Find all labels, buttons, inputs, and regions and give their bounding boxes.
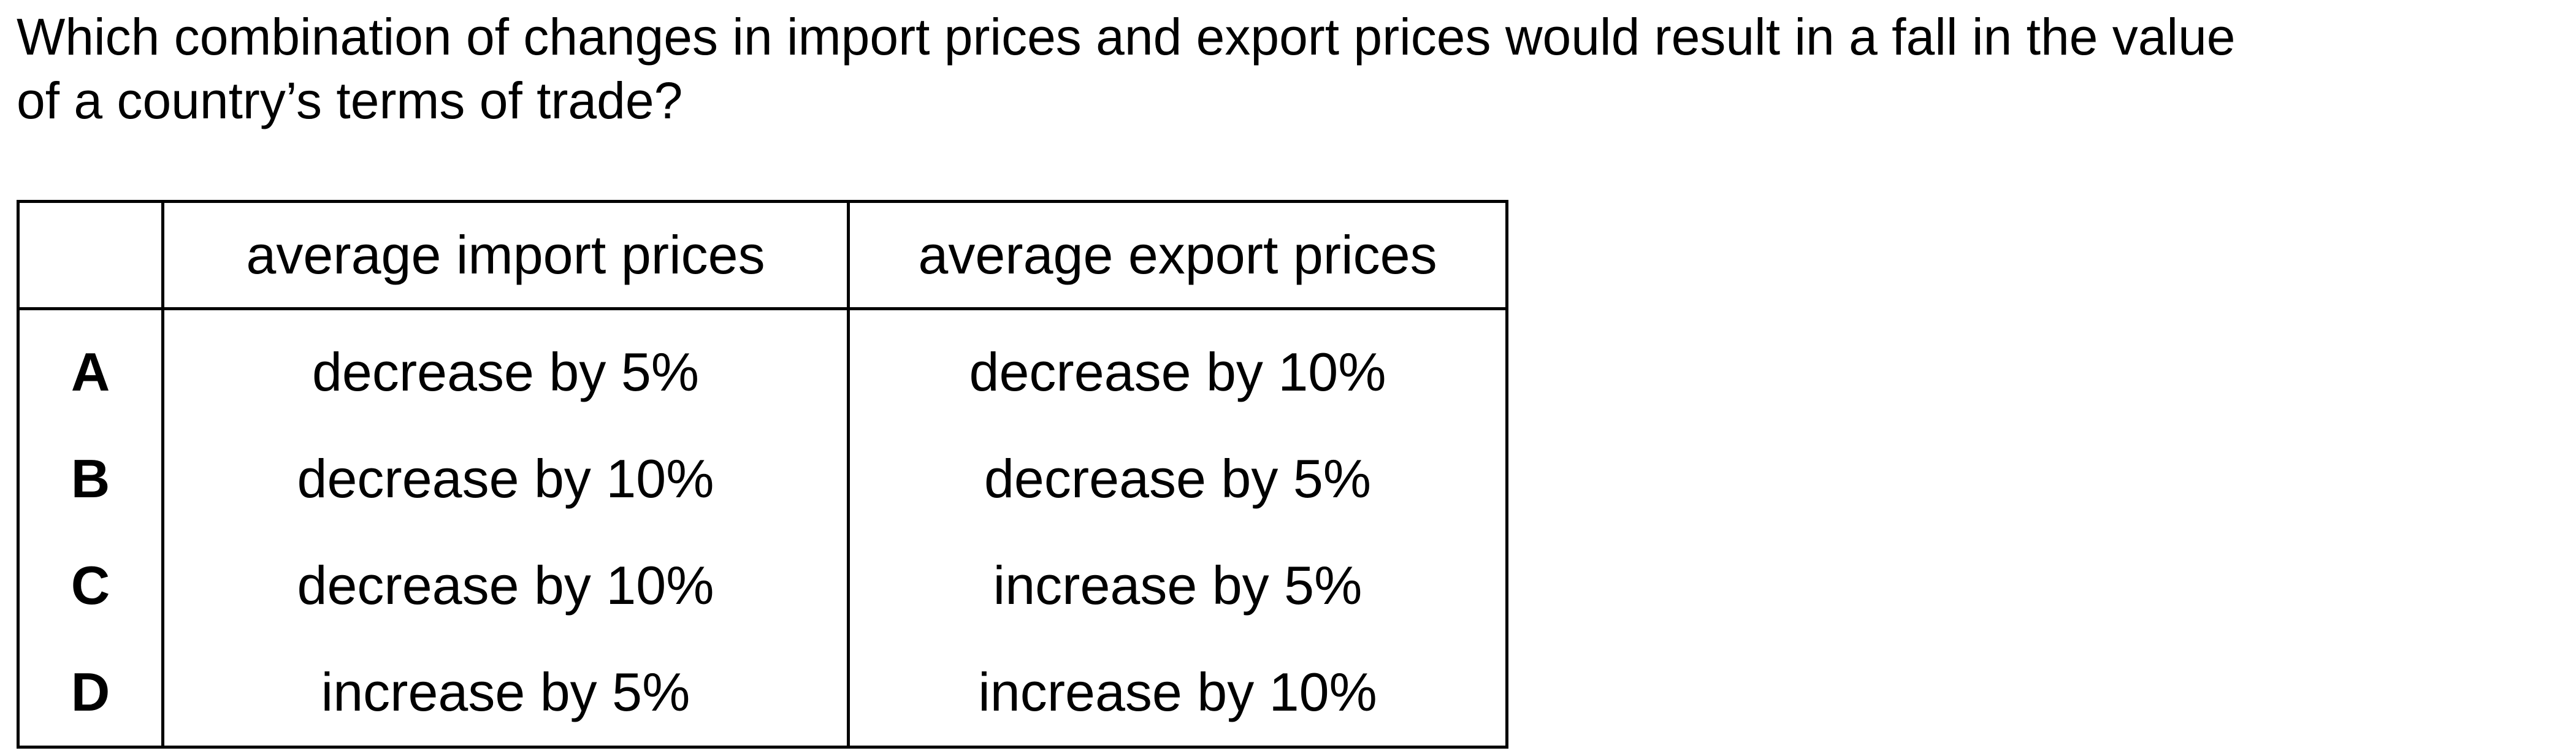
option-key: B xyxy=(17,426,164,532)
table-row: C decrease by 10% increase by 5% xyxy=(17,532,1508,639)
export-price-change: decrease by 10% xyxy=(847,308,1508,426)
option-key: C xyxy=(17,532,164,639)
export-price-change: decrease by 5% xyxy=(847,426,1508,532)
answer-options-table: average import prices average export pri… xyxy=(17,200,1508,749)
import-price-change: decrease by 10% xyxy=(161,426,850,532)
export-price-change: increase by 5% xyxy=(847,532,1508,639)
table-row: D increase by 5% increase by 10% xyxy=(17,639,1508,749)
question-text: Which combination of changes in import p… xyxy=(17,5,2531,132)
option-key: A xyxy=(17,308,164,426)
table-row: B decrease by 10% decrease by 5% xyxy=(17,426,1508,532)
import-price-change: decrease by 10% xyxy=(161,532,850,639)
export-price-change: increase by 10% xyxy=(847,639,1508,749)
table-header-row: average import prices average export pri… xyxy=(17,200,1508,310)
option-key: D xyxy=(17,639,164,749)
header-option-key xyxy=(17,200,164,310)
import-price-change: decrease by 5% xyxy=(161,308,850,426)
header-average-export-prices: average export prices xyxy=(847,200,1508,310)
import-price-change: increase by 5% xyxy=(161,639,850,749)
question-line-2: of a country’s terms of trade? xyxy=(17,72,683,129)
question-line-1: Which combination of changes in import p… xyxy=(17,8,2236,66)
header-average-import-prices: average import prices xyxy=(161,200,850,310)
table-row: A decrease by 5% decrease by 10% xyxy=(17,308,1508,426)
